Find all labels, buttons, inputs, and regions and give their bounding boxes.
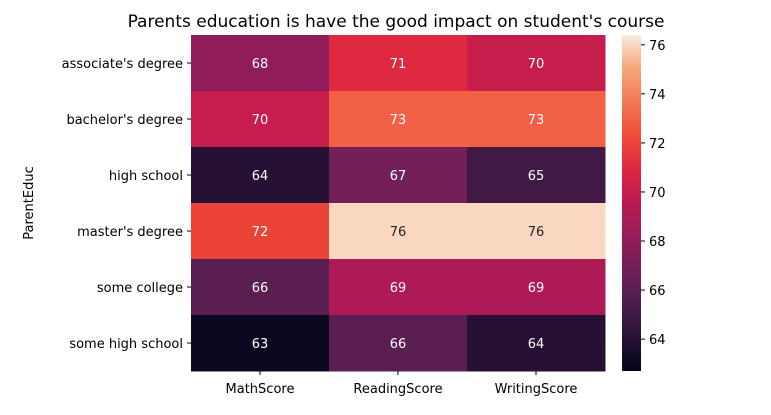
y-tick-label: bachelor's degree xyxy=(66,113,183,128)
heatmap-cell xyxy=(467,315,606,372)
x-tick-label: MathScore xyxy=(226,382,295,397)
colorbar-tick-label: 68 xyxy=(649,235,666,250)
heatmap-cell xyxy=(329,91,468,148)
x-tick-label: WritingScore xyxy=(495,382,578,397)
y-tick-label: associate's degree xyxy=(62,57,183,72)
cell-annotations: 68 71 70 70 73 73 64 67 65 72 76 76 66 69 69 63 66 64 xyxy=(252,57,545,352)
heatmap-cell xyxy=(329,315,468,372)
y-tick-label: master's degree xyxy=(77,225,183,240)
heatmap-cell xyxy=(467,147,606,204)
x-axis-ticks: MathScore ReadingScore WritingScore xyxy=(226,371,578,397)
y-axis-label: ParentEduc xyxy=(22,166,37,239)
cell-value-label: 76 xyxy=(390,225,407,240)
colorbar-tick-label: 72 xyxy=(649,137,666,152)
heatmap-cell xyxy=(191,203,330,260)
heatmap-cell xyxy=(329,147,468,204)
cell-value-label: 64 xyxy=(252,169,269,184)
colorbar-tick-label: 74 xyxy=(649,88,666,103)
colorbar-tick-label: 70 xyxy=(649,186,666,201)
heatmap-cell xyxy=(329,203,468,260)
cell-value-label: 71 xyxy=(390,57,407,72)
cell-value-label: 70 xyxy=(528,57,545,72)
cell-value-label: 69 xyxy=(528,281,545,296)
cell-value-label: 63 xyxy=(252,337,269,352)
chart-title: Parents education is have the good impac… xyxy=(128,12,665,32)
y-tick-label: some college xyxy=(97,281,183,296)
colorbar-tick-label: 76 xyxy=(649,39,666,54)
cell-value-label: 66 xyxy=(252,281,269,296)
heatmap-cell xyxy=(191,91,330,148)
cell-value-label: 68 xyxy=(252,57,269,72)
colorbar-tick-label: 64 xyxy=(649,333,666,348)
heatmap-cells xyxy=(191,35,606,372)
cell-value-label: 67 xyxy=(390,169,407,184)
heatmap-cell xyxy=(191,315,330,372)
heatmap-cell xyxy=(467,259,606,316)
cell-value-label: 76 xyxy=(528,225,545,240)
heatmap-cell xyxy=(191,147,330,204)
heatmap-cell xyxy=(191,259,330,316)
heatmap-cell xyxy=(467,203,606,260)
cell-value-label: 70 xyxy=(252,113,269,128)
colorbar xyxy=(622,35,641,371)
heatmap-cell xyxy=(329,259,468,316)
heatmap-cell xyxy=(191,35,330,92)
y-axis-ticks: associate's degree bachelor's degree high … xyxy=(62,57,191,352)
cell-value-label: 73 xyxy=(390,113,407,128)
cell-value-label: 66 xyxy=(390,337,407,352)
heatmap-cell xyxy=(467,91,606,148)
y-tick-label: high school xyxy=(109,169,183,184)
cell-value-label: 69 xyxy=(390,281,407,296)
heatmap-cell xyxy=(467,35,606,92)
x-tick-label: ReadingScore xyxy=(353,382,442,397)
cell-value-label: 64 xyxy=(528,337,545,352)
heatmap-cell xyxy=(329,35,468,92)
cell-value-label: 65 xyxy=(528,169,545,184)
colorbar-tick-label: 66 xyxy=(649,284,666,299)
cell-value-label: 73 xyxy=(528,113,545,128)
y-tick-label: some high school xyxy=(69,337,183,352)
colorbar-ticks: 64 66 68 70 72 74 76 xyxy=(641,39,666,348)
cell-value-label: 72 xyxy=(252,225,269,240)
